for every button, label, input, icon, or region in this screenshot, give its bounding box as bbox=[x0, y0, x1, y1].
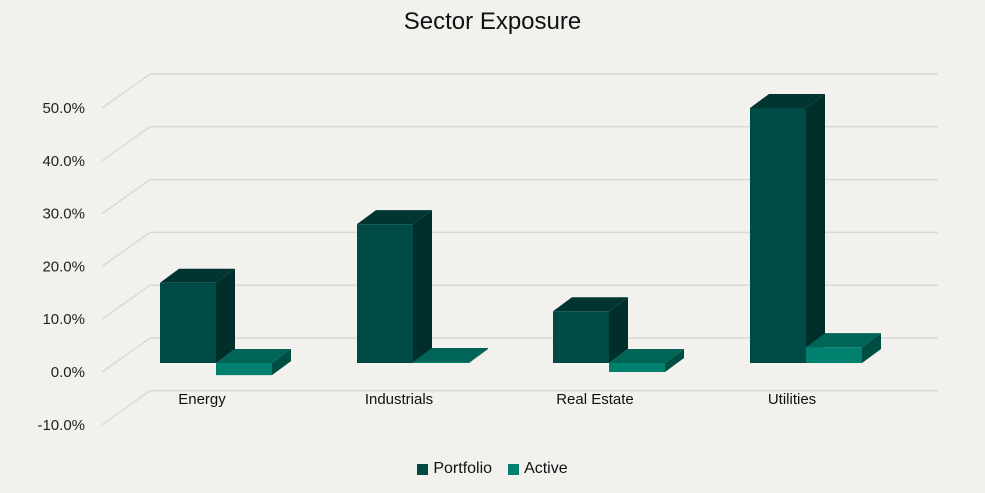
legend-item-portfolio: Portfolio bbox=[417, 460, 492, 478]
y-tick-label: 30.0% bbox=[42, 206, 85, 223]
gridline bbox=[101, 337, 938, 373]
x-category-label: Real Estate bbox=[556, 391, 634, 408]
y-tick-label: 50.0% bbox=[42, 100, 85, 117]
bar-portfolio-energy bbox=[160, 268, 235, 363]
gridline bbox=[101, 178, 938, 215]
gridline bbox=[101, 231, 938, 268]
y-tick-label: 20.0% bbox=[42, 258, 85, 275]
gridline bbox=[101, 284, 938, 320]
legend-swatch-active bbox=[508, 463, 520, 475]
bar-active-real-estate bbox=[609, 349, 684, 372]
y-tick-label: -10.0% bbox=[37, 417, 85, 434]
gridline bbox=[101, 390, 938, 426]
legend-swatch-portfolio bbox=[417, 463, 429, 475]
y-tick-label: 10.0% bbox=[42, 311, 85, 328]
bar-active-utilities bbox=[806, 333, 881, 363]
bar-portfolio-real-estate bbox=[553, 297, 628, 363]
y-tick-label: 0.0% bbox=[51, 364, 85, 381]
bars bbox=[160, 93, 881, 376]
bar-active-energy bbox=[216, 349, 291, 376]
bar-active-industrials bbox=[413, 347, 488, 363]
bar-portfolio-utilities bbox=[750, 93, 825, 363]
gridline bbox=[101, 126, 938, 162]
x-category-label: Industrials bbox=[365, 391, 433, 408]
x-category-label: Energy bbox=[178, 391, 226, 408]
chart-title: Sector Exposure bbox=[403, 8, 582, 35]
legend-label: Active bbox=[524, 460, 568, 477]
bar-portfolio-industrials bbox=[357, 210, 432, 363]
x-category-label: Utilities bbox=[768, 391, 816, 408]
y-tick-label: 40.0% bbox=[42, 153, 85, 170]
legend-item-active: Active bbox=[508, 460, 568, 478]
legend-label: Portfolio bbox=[433, 460, 493, 477]
gridlines bbox=[101, 73, 938, 426]
y-axis: -10.0% 0.0% 10.0% 20.0% 30.0% 40.0% 50.0% bbox=[37, 100, 85, 434]
x-axis: Energy Industrials Real Estate Utilities bbox=[178, 391, 816, 408]
legend: Portfolio Active bbox=[0, 460, 985, 478]
gridline bbox=[101, 73, 938, 109]
